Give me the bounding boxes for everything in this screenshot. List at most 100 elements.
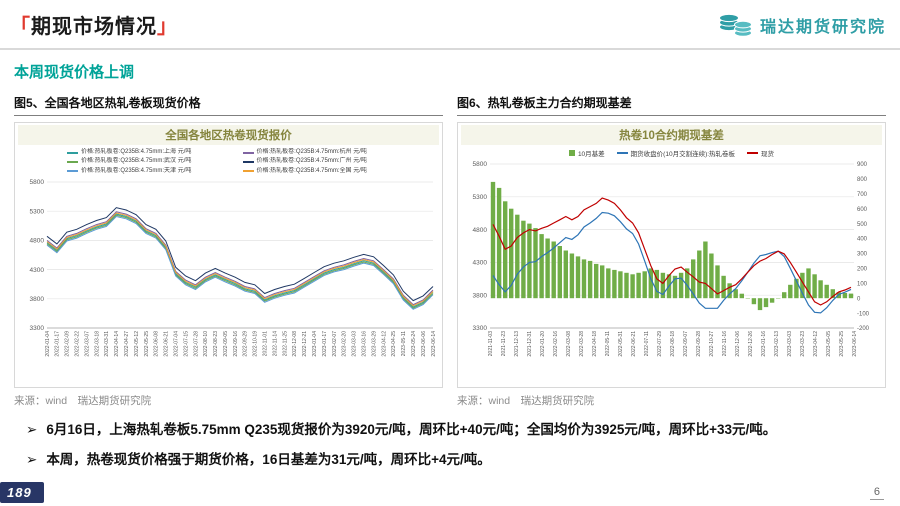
charts-row: 图5、全国各地区热轧卷板现货价格 全国各地区热卷现货报价 价格:热轧板卷:Q23… [0,94,900,408]
svg-text:2022-04-18: 2022-04-18 [591,331,597,357]
svg-text:2023-03-29: 2023-03-29 [371,331,377,357]
svg-text:2022-09-16: 2022-09-16 [232,331,238,357]
bullet-line: ➢ 本周，热卷现货价格强于期货价格，16日基差为31元/吨，周环比+4元/吨。 [26,450,874,470]
svg-text:5300: 5300 [472,194,487,201]
svg-text:2021-12-13: 2021-12-13 [513,331,519,357]
svg-text:5800: 5800 [29,179,44,186]
bullet-arrow-icon: ➢ [26,422,38,437]
header: 「期现市场情况」 瑞达期货研究院 [0,0,900,50]
svg-text:2022-09-29: 2022-09-29 [242,331,248,357]
svg-text:2023-05-05: 2023-05-05 [825,331,831,357]
bullet-arrow-icon: ➢ [26,451,38,467]
svg-text:2022-03-28: 2022-03-28 [578,331,584,357]
svg-text:2023-04-12: 2023-04-12 [812,331,818,357]
svg-text:2023-03-16: 2023-03-16 [361,331,367,357]
svg-text:2022-07-28: 2022-07-28 [193,331,199,357]
svg-text:2022-01-20: 2022-01-20 [539,331,545,357]
page-title-text: 期现市场情况 [31,16,157,38]
svg-text:2022-06-21: 2022-06-21 [630,331,636,357]
svg-text:4300: 4300 [472,260,487,267]
svg-text:2022-10-27: 2022-10-27 [708,331,714,357]
title-bracket-left: 「 [10,16,31,38]
svg-text:2023-05-24: 2023-05-24 [411,331,417,357]
figure6-panel: 图6、热轧卷板主力合约期现基差 热卷10合约期现基差 10月基差 期货收盘价(10… [457,94,886,408]
svg-text:2023-04-12: 2023-04-12 [381,331,387,357]
svg-text:2022-08-18: 2022-08-18 [669,331,675,357]
bullet-line: ➢ 6月16日，上海热轧卷板5.75mm Q235现货报价为3920元/吨，周环… [26,420,874,440]
series-swatch [568,150,575,156]
svg-text:2022-05-25: 2022-05-25 [143,331,149,357]
svg-text:2022-04-14: 2022-04-14 [114,331,120,357]
svg-text:100: 100 [857,282,868,288]
svg-text:900: 900 [857,162,868,168]
svg-text:2022-12-26: 2022-12-26 [747,331,753,357]
series-swatch [67,151,78,154]
svg-text:2022-05-12: 2022-05-12 [133,331,139,357]
svg-text:2023-02-20: 2023-02-20 [341,331,347,357]
svg-text:2022-02-16: 2022-02-16 [552,331,558,357]
legend-item: 现货 [747,148,774,158]
page-number: 6 [869,486,884,500]
svg-text:3800: 3800 [472,292,487,299]
bullet-text: 6月16日，上海热轧卷板5.75mm Q235现货报价为3920元/吨，周环比+… [46,422,777,437]
svg-text:3300: 3300 [472,325,487,332]
chart5-legend: 价格:热轧板卷:Q235B:4.75mm:上海 元/吨 价格:热轧板卷:Q235B… [15,145,442,177]
series-swatch [747,152,759,154]
series-swatch [67,160,78,163]
svg-text:2023-05-25: 2023-05-25 [838,331,844,357]
svg-text:2022-11-14: 2022-11-14 [272,331,278,356]
title-bracket-right: 」 [157,16,178,38]
summary-bullets: ➢ 6月16日，上海热轧卷板5.75mm Q235现货报价为3920元/吨，周环… [0,408,900,469]
svg-text:2021-12-31: 2021-12-31 [526,331,532,357]
svg-text:2023-05-11: 2023-05-11 [401,331,407,356]
svg-text:2022-02-22: 2022-02-22 [74,331,80,357]
svg-text:2022-04-27: 2022-04-27 [124,331,130,357]
svg-text:2022-07-11: 2022-07-11 [643,331,649,356]
svg-text:2023-02-13: 2023-02-13 [773,331,779,357]
svg-text:4800: 4800 [29,237,44,244]
svg-text:5800: 5800 [472,161,487,168]
svg-text:500: 500 [857,222,868,228]
svg-text:2022-03-08: 2022-03-08 [565,331,571,357]
figure5-chartbox: 全国各地区热卷现货报价 价格:热轧板卷:Q235B:4.75mm:上海 元/吨价… [14,122,443,388]
svg-text:5300: 5300 [29,208,44,215]
svg-text:700: 700 [857,192,868,198]
watermark: 189 [0,482,44,503]
svg-text:2022-03-31: 2022-03-31 [104,331,110,357]
svg-text:2023-02-07: 2023-02-07 [331,331,337,357]
svg-text:2022-08-23: 2022-08-23 [213,331,219,357]
figure5-caption: 图5、全国各地区热轧卷板现货价格 [14,94,443,116]
svg-text:2022-07-29: 2022-07-29 [656,331,662,357]
svg-text:3800: 3800 [29,296,44,303]
chart5-plot: 3300 3800 4300 4800 5300 5800 2022-01-04 2022-0… [29,179,436,357]
svg-text:0: 0 [857,296,861,302]
svg-text:-100: -100 [857,311,870,317]
figure6-chartbox: 热卷10合约期现基差 10月基差 期货收盘价(10月交割连续):热轧卷板 现货 33… [457,122,886,388]
chart5-title: 全国各地区热卷现货报价 [18,125,439,145]
legend-item: 价格:热轧板卷:Q235B:4.75mm:广州 元/吨 [242,157,415,166]
legend-item: 价格:热轧板卷:Q235B:4.75mm:武汉 元/吨 [67,157,239,166]
svg-text:2022-06-08: 2022-06-08 [153,331,159,357]
series-swatch [242,160,254,163]
legend-item: 价格:热轧板卷:Q235B:4.75mm:天津 元/吨 [67,167,239,176]
svg-text:200: 200 [857,267,868,273]
brand-logo: 瑞达期货研究院 [717,11,886,38]
svg-text:2023-06-14: 2023-06-14 [851,331,857,357]
svg-text:2022-06-21: 2022-06-21 [163,331,169,357]
series-swatch [67,170,78,173]
svg-text:2021-11-23: 2021-11-23 [500,331,506,356]
svg-text:2022-05-31: 2022-05-31 [617,331,623,357]
section-subtitle: 本周现货价格上调 [14,64,135,81]
svg-text:2022-02-09: 2022-02-09 [64,331,70,357]
coins-icon [718,13,752,37]
svg-text:2022-09-28: 2022-09-28 [695,331,701,357]
svg-text:2021-11-03: 2021-11-03 [487,331,493,356]
bullet-text: 本周，热卷现货价格强于期货价格，16日基差为31元/吨，周环比+4元/吨。 [46,451,491,467]
chart6-title: 热卷10合约期现基差 [461,125,882,145]
svg-text:2022-11-16: 2022-11-16 [721,331,727,356]
svg-text:2023-01-04: 2023-01-04 [312,331,318,357]
brand-name: 瑞达期货研究院 [759,18,886,36]
legend-item: 价格:热轧板卷:Q235B:4.75mm:全国 元/吨 [242,167,415,176]
svg-text:2023-03-23: 2023-03-23 [799,331,805,357]
svg-text:2022-12-08: 2022-12-08 [292,331,298,357]
